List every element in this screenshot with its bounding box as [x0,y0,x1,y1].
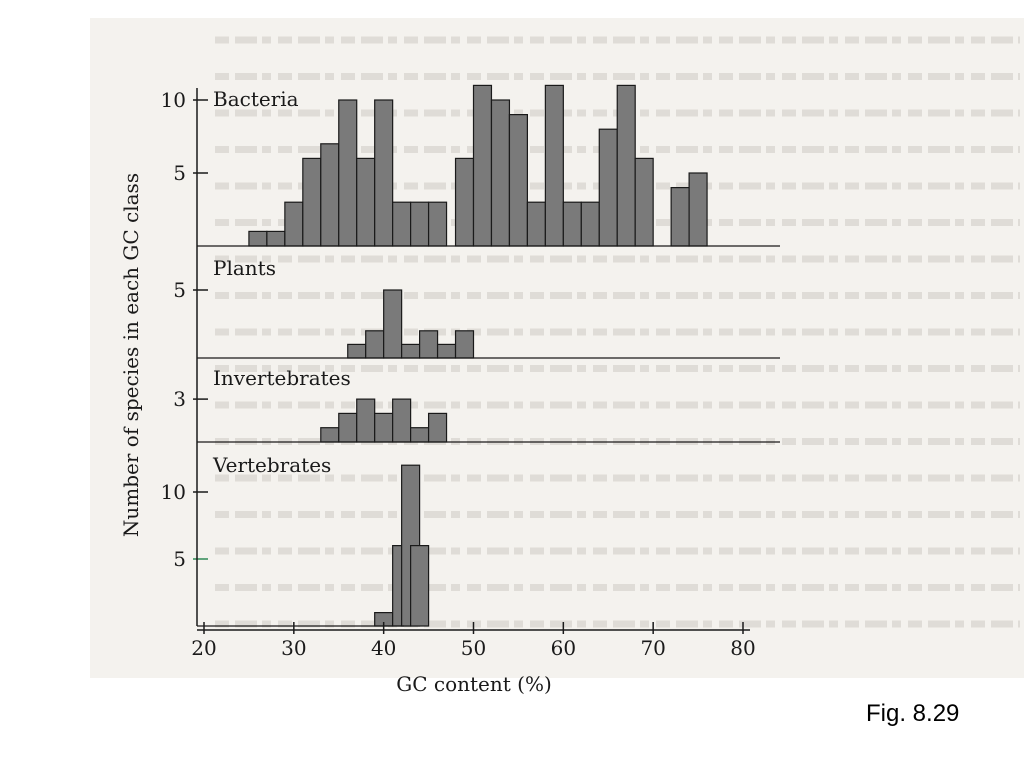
figure-caption: Fig. 8.29 [866,700,960,727]
x-tick-label: 30 [281,636,306,660]
x-tick-label: 60 [551,636,576,660]
x-tick-label: 80 [730,636,755,660]
histogram-bar [410,201,430,247]
histogram-bar [472,84,493,247]
panel-label: Plants [213,256,276,280]
histogram-bar [284,201,304,247]
histogram-bar [410,544,430,627]
y-tick-label: 5 [173,547,186,571]
histogram-bar [634,157,654,247]
histogram-bar [419,330,439,359]
panel-label: Invertebrates [213,366,351,390]
panel-label: Vertebrates [212,453,331,477]
histogram-bar [302,157,322,247]
x-axis: 20 30 40 50 60 70 80 [191,622,756,660]
histogram-bar [562,201,582,247]
panel-bacteria: 5 10 Bacteria [161,84,780,247]
panel-plants: 5 Plants [173,256,780,359]
histogram-bar [338,412,358,443]
histogram-bar [526,201,546,247]
histogram-bar [490,99,511,247]
panel-vertebrates: 5 10 Vertebrates [161,453,430,627]
histogram-bar [374,412,394,443]
histogram-bar [374,99,394,247]
y-tick-label: 3 [173,387,186,411]
histogram-bar [427,201,448,247]
histogram-bar [598,128,618,247]
histogram-bar [410,427,430,443]
x-tick-label: 20 [191,636,216,660]
y-tick-label: 5 [173,278,186,302]
histogram-bar [365,330,385,359]
histogram-bar [544,84,564,247]
histogram-bar [616,84,636,247]
histogram-bar [248,230,268,247]
histogram-bar [266,230,286,247]
histogram-bar [436,343,457,359]
x-axis-label: GC content (%) [396,672,552,696]
histogram-bar [356,157,376,247]
y-tick-label: 10 [161,88,186,112]
histogram-bar [356,398,376,443]
histogram-bar [320,143,340,247]
histogram-bar [427,412,448,443]
x-tick-label: 50 [461,636,486,660]
histogram-panels: 5 10 Bacteria 5 Plants 3 Invertebrates 5 10 Verte… [161,84,780,627]
histogram-bar [688,172,708,247]
histogram-bar [454,157,475,247]
y-tick-label: 5 [173,161,186,185]
histogram-bar [392,398,412,443]
histogram-bar [454,330,475,359]
y-axis-label: Number of species in each GC class [119,173,143,537]
x-tick-label: 40 [371,636,396,660]
histogram-bar [670,187,690,247]
histogram-bar [338,99,358,247]
histogram-bar [580,201,600,247]
histogram-bar [320,427,340,443]
histogram-bar [392,201,412,247]
x-tick-label: 70 [640,636,665,660]
panel-label: Bacteria [213,87,299,111]
panel-invertebrates: 3 Invertebrates [173,366,780,443]
histogram-bar [347,343,367,359]
y-tick-label: 10 [161,480,186,504]
histogram-bar [383,289,403,359]
histogram-bar [508,113,528,247]
histogram-bar [401,343,421,359]
